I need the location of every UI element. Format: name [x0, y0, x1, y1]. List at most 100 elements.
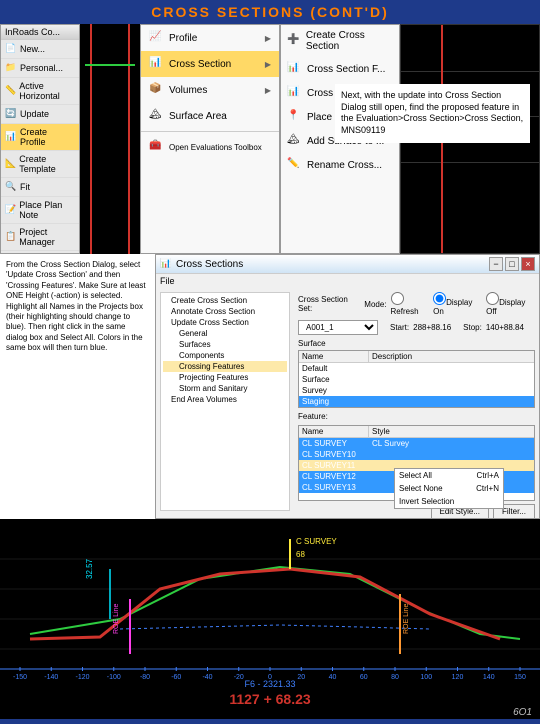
menu-item-open-toolbox[interactable]: 🧰 Open Evaluations Toolbox	[141, 134, 279, 160]
submenu-label: Cross Section F...	[307, 64, 385, 75]
surface-row[interactable]: Surface	[299, 374, 534, 385]
svg-text:120: 120	[452, 674, 464, 681]
fit-icon: 🔍	[5, 181, 17, 193]
svg-text:150: 150	[514, 674, 526, 681]
context-select-none[interactable]: Select None Ctrl+N	[395, 482, 503, 495]
tree-item[interactable]: Components	[163, 350, 287, 361]
svg-text:40: 40	[329, 674, 337, 681]
toolbar-label: Personal...	[20, 63, 63, 73]
update-icon: 🔄	[5, 108, 17, 120]
submenu-label: Create Cross Section	[306, 30, 393, 52]
menu-item-cross-section[interactable]: 📊 Cross Section ▶	[141, 51, 279, 77]
surface-list[interactable]: Name Description DefaultSurfaceSurveySta…	[298, 350, 535, 408]
mode-refresh-label: Refresh	[391, 307, 419, 316]
toolbar-item-fit[interactable]: 🔍Fit	[1, 178, 79, 197]
mode-refresh[interactable]: Refresh	[391, 292, 430, 316]
context-label: Select None	[399, 484, 443, 493]
surface-icon: 🏔	[287, 134, 301, 148]
profile-svg: -150-140-120-100-80-60-40-20020406080100…	[0, 519, 540, 719]
toolbar-label: Project Manager	[19, 227, 75, 247]
arrow-icon: ▶	[265, 34, 271, 43]
svg-text:-120: -120	[75, 674, 89, 681]
submenu-create-xsection[interactable]: ➕Create Cross Section	[281, 25, 399, 57]
dialog-title: Cross Sections	[176, 259, 489, 270]
note-icon: 📝	[5, 204, 16, 216]
surface-row[interactable]: Survey	[299, 385, 534, 396]
set-row: Cross Section Set: Mode: Refresh Display…	[298, 292, 535, 316]
toolbar-item-update[interactable]: 🔄Update	[1, 105, 79, 124]
svg-text:-80: -80	[140, 674, 150, 681]
svg-text:-140: -140	[44, 674, 58, 681]
minimize-button[interactable]: −	[489, 257, 503, 271]
dialog-titlebar: 📊 Cross Sections − □ ×	[156, 255, 539, 274]
tree-item[interactable]: End Area Volumes	[163, 394, 287, 405]
submenu-xsection-f[interactable]: 📊Cross Section F...	[281, 57, 399, 81]
toolbox-icon: 🧰	[149, 140, 163, 154]
mode-displayon[interactable]: Display On	[433, 292, 482, 316]
dialog-body: Create Cross SectionAnnotate Cross Secti…	[156, 288, 539, 515]
toolbar-item-create-profile[interactable]: 📊Create Profile	[1, 124, 79, 151]
file-menu[interactable]: File	[160, 276, 175, 286]
svg-text:60: 60	[360, 674, 368, 681]
toolbar-item-personal[interactable]: 📁Personal...	[1, 59, 79, 78]
submenu-rename-cross[interactable]: ✏️Rename Cross...	[281, 153, 399, 177]
roe-right: ROE Line	[403, 604, 410, 634]
set-value-row: A001_1 Start: 288+88.16 Stop: 140+88.84	[298, 320, 535, 335]
surface-list-header: Name Description	[299, 351, 534, 363]
dialog-right-panel: Cross Section Set: Mode: Refresh Display…	[294, 288, 539, 515]
toolbar-item-horizontal[interactable]: 📏Active Horizontal	[1, 78, 79, 105]
surface-row[interactable]: Default	[299, 363, 534, 374]
surface-row[interactable]: Staging	[299, 396, 534, 407]
maximize-button[interactable]: □	[505, 257, 519, 271]
set-label: Cross Section Set:	[298, 295, 360, 313]
context-select-all[interactable]: Select AllCtrl+A	[395, 469, 503, 482]
menu-item-profile[interactable]: 📈 Profile ▶	[141, 25, 279, 51]
window-controls: − □ ×	[489, 257, 535, 271]
personal-icon: 📁	[5, 62, 17, 74]
volumes-icon: 📦	[149, 83, 163, 97]
manager-icon: 📋	[5, 231, 16, 243]
feature-icon: 📍	[287, 110, 301, 124]
tree-item[interactable]: Storm and Sanitary	[163, 383, 287, 394]
mode-label: Mode:	[364, 300, 386, 309]
toolbar-item-new[interactable]: 📄New...	[1, 40, 79, 59]
feature-list-header: Name Style	[299, 426, 534, 438]
tree-item[interactable]: Annotate Cross Section	[163, 306, 287, 317]
close-button[interactable]: ×	[521, 257, 535, 271]
tree-item[interactable]: Update Cross Section	[163, 317, 287, 328]
cl-value: 68	[296, 550, 305, 559]
start-value: 288+88.16	[413, 323, 451, 332]
tree-item[interactable]: Create Cross Section	[163, 295, 287, 306]
inroads-toolbar: InRoads Co... 📄New... 📁Personal... 📏Acti…	[0, 24, 80, 254]
tree-item[interactable]: General	[163, 328, 287, 339]
svg-text:140: 140	[483, 674, 495, 681]
feature-row[interactable]: CL SURVEY10	[299, 449, 534, 460]
context-invert[interactable]: Invert Selection	[395, 495, 503, 508]
toolbar-item-create-template[interactable]: 📐Create Template	[1, 151, 79, 178]
context-kbd: Ctrl+N	[476, 484, 499, 493]
menu-label: Cross Section	[169, 59, 265, 70]
context-label: Invert Selection	[399, 497, 454, 506]
tree-item[interactable]: Surfaces	[163, 339, 287, 350]
toolbar-label: Place Plan Note	[19, 200, 75, 220]
set-select[interactable]: A001_1	[298, 320, 378, 335]
surface-line	[85, 64, 135, 66]
toolbar-item-project-manager[interactable]: 📋Project Manager	[1, 224, 79, 251]
svg-text:-20: -20	[234, 674, 244, 681]
feat-col-name: Name	[299, 426, 369, 437]
mode-displayoff[interactable]: Display Off	[486, 292, 535, 316]
xsection-icon: 📊	[287, 86, 301, 100]
menu-item-surface-area[interactable]: 🏔 Surface Area	[141, 103, 279, 129]
svg-text:-60: -60	[171, 674, 181, 681]
toolbar-label: Create Template	[19, 154, 75, 174]
menu-item-volumes[interactable]: 📦 Volumes ▶	[141, 77, 279, 103]
grid-line	[401, 71, 539, 72]
roe-left: ROE Line	[113, 604, 120, 634]
feature-list[interactable]: Name Style CL SURVEYCL SurveyCL SURVEY10…	[298, 425, 535, 501]
feature-row[interactable]: CL SURVEYCL Survey	[299, 438, 534, 449]
tree-item[interactable]: Crossing Features	[163, 361, 287, 372]
toolbar-item-place-note[interactable]: 📝Place Plan Note	[1, 197, 79, 224]
left-val: 32.57	[85, 558, 94, 579]
tree-item[interactable]: Projecting Features	[163, 372, 287, 383]
page-number: 6O1	[513, 707, 532, 718]
